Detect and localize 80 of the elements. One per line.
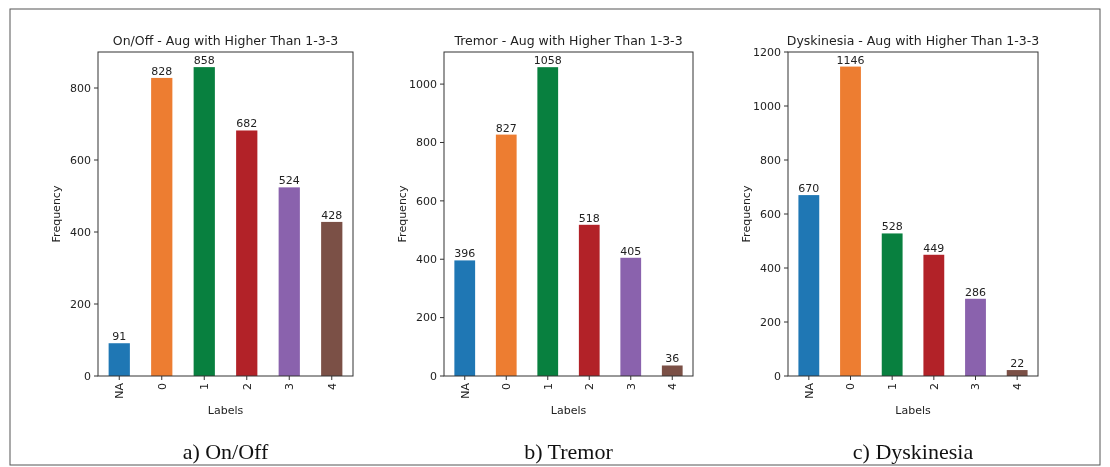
data-label: 670	[798, 182, 820, 196]
bar	[321, 221, 343, 376]
bar	[661, 365, 683, 376]
x-tick-label: 3	[283, 383, 297, 390]
data-label: 286	[965, 285, 986, 299]
bar	[537, 67, 559, 376]
data-label: 428	[321, 208, 343, 222]
bar	[840, 66, 861, 376]
x-axis-title: Labels	[550, 404, 587, 417]
data-label: 528	[881, 220, 903, 234]
data-label: 1058	[533, 54, 562, 68]
data-label: 405	[620, 244, 642, 258]
data-label: 827	[495, 121, 517, 135]
x-tick-label: 2	[583, 383, 597, 390]
x-tick-label: 4	[666, 383, 680, 390]
y-tick-label: 400	[416, 253, 437, 267]
y-tick-label: 1200	[753, 45, 781, 59]
y-tick-label: 600	[416, 194, 437, 208]
chart-title: On/Off - Aug with Higher Than 1-3-3	[112, 33, 339, 48]
bar	[278, 187, 300, 376]
y-tick-label: 800	[416, 136, 437, 150]
x-tick-label: 3	[624, 383, 638, 390]
y-axis-title: Frequency	[50, 185, 63, 243]
y-tick-label: 1000	[753, 99, 781, 113]
y-tick-label: 1000	[409, 77, 437, 91]
x-tick-label: 0	[844, 383, 858, 390]
x-tick-label: 3	[969, 383, 983, 390]
x-tick-label: NA	[113, 382, 127, 399]
y-tick-label: 600	[760, 207, 781, 221]
data-label: 396	[454, 247, 476, 261]
y-tick-label: 200	[416, 311, 437, 325]
data-label: 91	[112, 330, 127, 344]
y-tick-label: 800	[760, 153, 781, 167]
x-axis-title: Labels	[895, 404, 931, 417]
y-tick-label: 600	[70, 153, 91, 167]
bar	[495, 134, 517, 376]
data-label: 449	[923, 241, 945, 255]
x-tick-label: 1	[198, 383, 212, 390]
x-axis-title: Labels	[207, 404, 244, 417]
y-axis-title: Frequency	[396, 185, 409, 243]
bar	[454, 260, 476, 376]
chart-title: Tremor - Aug with Higher Than 1-3-3	[453, 33, 683, 48]
bar	[236, 130, 258, 376]
bar	[965, 298, 986, 376]
x-tick-label: 4	[1011, 383, 1025, 390]
bar	[881, 233, 903, 376]
text: a) On/Off	[182, 439, 270, 464]
text: c) Dyskinesia	[852, 439, 974, 464]
bar	[578, 224, 600, 376]
data-label: 22	[1010, 357, 1025, 371]
y-tick-label: 400	[760, 261, 781, 275]
x-tick-label: 2	[927, 383, 941, 390]
bar	[798, 195, 820, 376]
x-tick-label: 0	[155, 383, 169, 390]
data-label: 518	[578, 211, 600, 225]
bar	[923, 254, 945, 376]
x-tick-label: 0	[500, 383, 514, 390]
text: b) Tremor	[524, 439, 614, 464]
data-label: 858	[193, 54, 215, 68]
x-tick-label: 1	[541, 383, 555, 390]
bar	[151, 77, 173, 376]
chart-title: Dyskinesia - Aug with Higher Than 1-3-3	[786, 33, 1040, 48]
x-tick-label: 4	[325, 383, 339, 390]
data-label: 1146	[836, 53, 865, 67]
x-tick-label: NA	[458, 382, 472, 399]
y-tick-label: 200	[70, 297, 91, 311]
x-tick-label: NA	[802, 382, 816, 399]
y-tick-label: 800	[70, 81, 91, 95]
bar	[108, 343, 130, 376]
x-tick-label: 2	[240, 383, 254, 390]
bar	[620, 257, 642, 376]
data-label: 828	[151, 64, 173, 78]
x-tick-label: 1	[886, 383, 900, 390]
data-label: 524	[278, 174, 300, 188]
data-label: 682	[236, 117, 258, 131]
data-label: 36	[665, 352, 680, 366]
y-tick-label: 400	[70, 225, 91, 239]
y-axis-title: Frequency	[740, 185, 753, 243]
bar	[193, 67, 215, 376]
y-tick-label: 200	[760, 315, 781, 329]
